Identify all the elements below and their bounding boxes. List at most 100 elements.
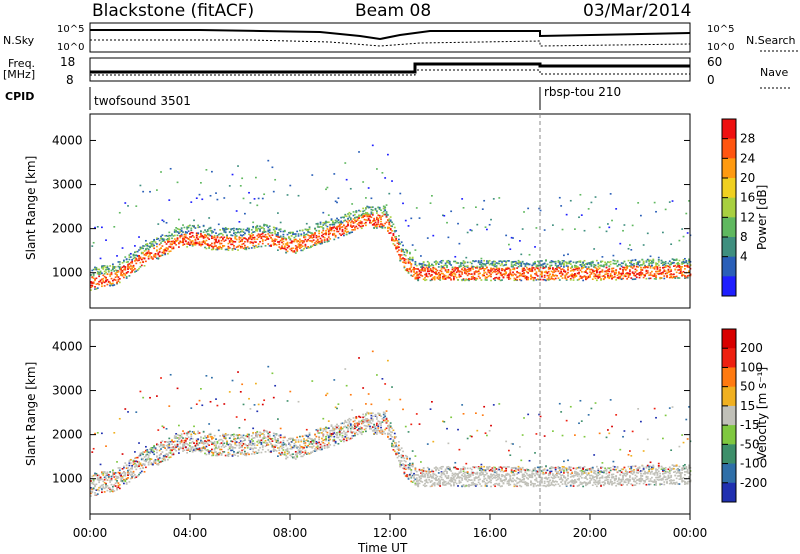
scatter-point: [145, 466, 147, 469]
scatter-point: [668, 273, 671, 276]
scatter-point: [183, 235, 186, 238]
scatter-point: [492, 267, 495, 270]
scatter-point: [308, 452, 311, 455]
scatter-point: [510, 273, 513, 276]
beam-title: Beam 08: [355, 1, 431, 21]
scatter-point: [99, 476, 102, 479]
scatter-point: [124, 474, 127, 477]
scatter-point: [411, 259, 414, 262]
scatter-point: [488, 272, 491, 274]
scatter-point: [541, 270, 543, 273]
scatter-point: [388, 429, 391, 432]
scatter-point: [297, 441, 300, 443]
scatter-point: [239, 446, 242, 449]
scatter-point: [164, 252, 167, 255]
scatter-point: [215, 245, 217, 247]
scatter-point: [186, 242, 189, 245]
scatter-point: [545, 270, 547, 273]
scatter-point: [187, 432, 190, 435]
scatter-point: [113, 225, 116, 228]
scatter-point: [604, 276, 607, 278]
scatter-point: [290, 446, 293, 448]
scatter-point: [501, 268, 503, 270]
scatter-point: [343, 440, 345, 443]
scatter-point: [624, 266, 627, 269]
scatter-point: [261, 437, 264, 439]
scatter-point: [382, 207, 385, 210]
scatter-point: [198, 226, 201, 228]
scatter-point: [542, 278, 545, 281]
scatter-point: [424, 273, 426, 276]
scatter-point: [626, 272, 629, 274]
scatter-point: [282, 235, 285, 238]
scatter-point: [380, 426, 382, 429]
scatter-point: [250, 232, 253, 235]
scatter-point: [310, 240, 312, 242]
scatter-point: [454, 266, 457, 269]
scatter-point: [341, 221, 344, 224]
scatter-point: [542, 263, 545, 265]
scatter-point: [253, 451, 256, 454]
scatter-point: [381, 421, 384, 423]
scatter-point: [222, 440, 224, 442]
scatter-point: [480, 259, 483, 262]
scatter-point: [352, 229, 355, 231]
scatter-point: [367, 423, 370, 426]
scatter-point: [296, 248, 299, 250]
y-tick-label: 1000: [52, 266, 83, 280]
scatter-point: [90, 488, 92, 490]
scatter-point: [415, 207, 418, 209]
scatter-point: [242, 440, 245, 442]
scatter-point: [596, 259, 598, 262]
scatter-point: [267, 432, 270, 435]
scatter-point: [150, 463, 153, 465]
scatter-point: [531, 269, 534, 272]
scatter-point: [143, 245, 146, 247]
scatter-point: [539, 263, 542, 266]
scatter-point: [653, 275, 656, 277]
scatter-point: [268, 245, 271, 247]
scatter-point: [301, 435, 304, 438]
scatter-point: [609, 273, 612, 275]
scatter-point: [431, 263, 433, 266]
scatter-point: [179, 236, 182, 239]
scatter-point: [169, 240, 172, 243]
scatter-point: [139, 390, 142, 393]
scatter-point: [92, 479, 95, 481]
scatter-point: [380, 226, 382, 228]
scatter-point: [167, 444, 169, 446]
scatter-point: [598, 271, 601, 273]
scatter-point: [161, 254, 164, 257]
scatter-point: [432, 266, 435, 269]
scatter-point: [120, 273, 123, 275]
scatter-point: [164, 253, 167, 256]
scatter-point: [426, 237, 429, 239]
scatter-point: [256, 204, 259, 207]
scatter-point: [554, 270, 557, 273]
scatter-point: [158, 243, 161, 246]
scatter-point: [366, 417, 369, 420]
scatter-point: [238, 228, 241, 230]
scatter-point: [182, 437, 184, 439]
scatter-point: [370, 197, 373, 200]
scatter-point: [362, 216, 365, 218]
scatter-point: [263, 229, 266, 232]
scatter-point: [248, 439, 250, 442]
scatter-point: [648, 262, 651, 265]
scatter-point: [266, 224, 268, 227]
scatter-point: [241, 177, 244, 180]
scatter-point: [325, 430, 327, 433]
scatter-point: [201, 236, 204, 238]
scatter-point: [414, 268, 417, 270]
scatter-point: [585, 269, 587, 272]
scatter-point: [352, 435, 355, 437]
scatter-point: [377, 423, 380, 426]
scatter-point: [312, 234, 315, 237]
scatter-point: [381, 417, 384, 420]
scatter-point: [127, 261, 129, 263]
scatter-point: [182, 443, 184, 446]
scatter-point: [312, 440, 315, 443]
scatter-point: [465, 265, 468, 268]
scatter-point: [156, 463, 158, 466]
scatter-point: [217, 246, 220, 248]
